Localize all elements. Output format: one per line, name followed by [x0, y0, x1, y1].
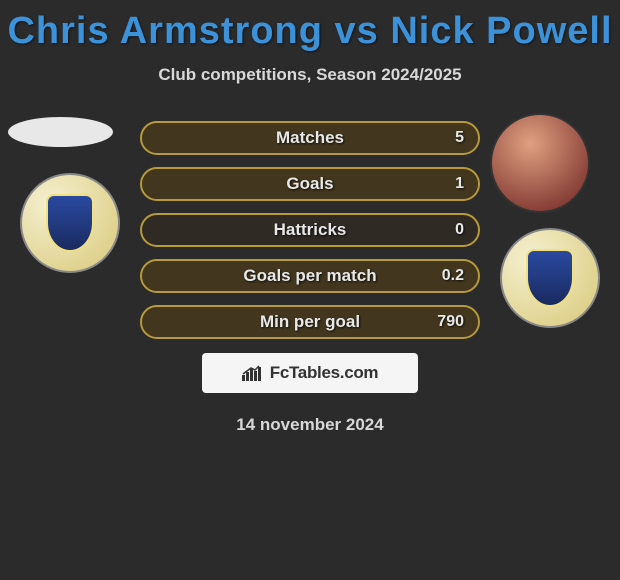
player-right-avatar	[490, 113, 590, 213]
page-title: Chris Armstrong vs Nick Powell	[0, 0, 620, 53]
stat-value: 5	[455, 129, 464, 147]
source-badge[interactable]: FcTables.com	[202, 353, 418, 393]
footer-date: 14 november 2024	[0, 415, 620, 435]
stat-label: Goals	[142, 174, 478, 194]
stat-row: Goals1	[140, 167, 480, 201]
subtitle: Club competitions, Season 2024/2025	[0, 65, 620, 85]
shield-icon	[46, 194, 94, 252]
stat-label: Min per goal	[142, 312, 478, 332]
club-right-crest	[500, 228, 600, 328]
comparison-panel: Matches5Goals1Hattricks0Goals per match0…	[0, 113, 620, 343]
stat-row: Goals per match0.2	[140, 259, 480, 293]
stat-value: 0.2	[442, 267, 464, 285]
shield-icon	[526, 249, 574, 307]
source-badge-text: FcTables.com	[270, 363, 379, 383]
stat-label: Matches	[142, 128, 478, 148]
player-left-avatar	[8, 117, 113, 147]
bar-chart-icon	[242, 365, 264, 381]
stat-value: 790	[437, 313, 464, 331]
stat-row: Matches5	[140, 121, 480, 155]
stat-row: Hattricks0	[140, 213, 480, 247]
stat-label: Goals per match	[142, 266, 478, 286]
stat-value: 1	[455, 175, 464, 193]
stats-list: Matches5Goals1Hattricks0Goals per match0…	[140, 121, 480, 351]
stat-row: Min per goal790	[140, 305, 480, 339]
club-left-crest	[20, 173, 120, 273]
stat-value: 0	[455, 221, 464, 239]
stat-label: Hattricks	[142, 220, 478, 240]
